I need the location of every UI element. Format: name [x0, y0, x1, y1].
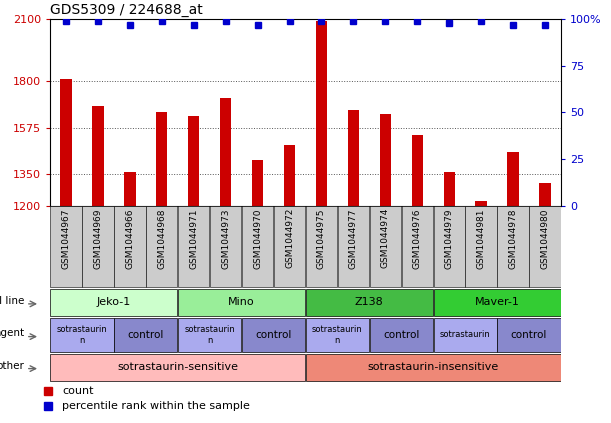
Bar — [306, 318, 369, 352]
Bar — [114, 206, 145, 287]
Text: GSM1044978: GSM1044978 — [508, 208, 518, 269]
Text: Jeko-1: Jeko-1 — [97, 297, 131, 308]
Text: other: other — [0, 361, 24, 371]
Bar — [507, 152, 519, 206]
Bar — [434, 289, 560, 316]
Text: control: control — [128, 330, 164, 340]
Bar — [178, 206, 210, 287]
Bar — [178, 289, 305, 316]
Text: sotrastaurin-sensitive: sotrastaurin-sensitive — [117, 362, 238, 372]
Text: GDS5309 / 224688_at: GDS5309 / 224688_at — [50, 3, 203, 16]
Bar — [306, 289, 433, 316]
Bar — [434, 206, 465, 287]
Bar — [242, 318, 305, 352]
Bar — [220, 98, 232, 206]
Bar — [412, 135, 423, 206]
Bar — [274, 206, 305, 287]
Bar — [156, 113, 167, 206]
Text: sotrastaurin
n: sotrastaurin n — [57, 325, 108, 344]
Bar — [51, 318, 114, 352]
Bar — [401, 206, 433, 287]
Bar — [348, 110, 359, 206]
Bar — [466, 206, 497, 287]
Bar — [146, 206, 177, 287]
Bar — [338, 206, 369, 287]
Bar — [242, 206, 273, 287]
Text: GSM1044976: GSM1044976 — [413, 208, 422, 269]
Bar — [51, 289, 177, 316]
Text: GSM1044974: GSM1044974 — [381, 208, 390, 269]
Text: sotrastaurin
n: sotrastaurin n — [185, 325, 235, 344]
Bar — [497, 318, 560, 352]
Bar — [306, 354, 560, 381]
Text: GSM1044967: GSM1044967 — [62, 208, 70, 269]
Text: GSM1044981: GSM1044981 — [477, 208, 486, 269]
Text: GSM1044977: GSM1044977 — [349, 208, 358, 269]
Bar — [284, 146, 295, 206]
Bar — [306, 206, 337, 287]
Bar — [379, 114, 391, 206]
Text: GSM1044970: GSM1044970 — [253, 208, 262, 269]
Bar — [540, 183, 551, 206]
Text: sotrastaurin
n: sotrastaurin n — [312, 325, 363, 344]
Bar — [188, 116, 199, 206]
Bar — [434, 318, 497, 352]
Text: GSM1044975: GSM1044975 — [317, 208, 326, 269]
Text: GSM1044968: GSM1044968 — [158, 208, 166, 269]
Bar — [60, 79, 71, 206]
Text: GSM1044979: GSM1044979 — [445, 208, 453, 269]
Text: percentile rank within the sample: percentile rank within the sample — [62, 401, 250, 411]
Text: Mino: Mino — [229, 297, 255, 308]
Text: cell line: cell line — [0, 296, 24, 306]
Text: GSM1044969: GSM1044969 — [93, 208, 103, 269]
Text: control: control — [383, 330, 420, 340]
Bar — [124, 173, 136, 206]
Text: control: control — [511, 330, 547, 340]
Bar — [475, 201, 487, 206]
Text: agent: agent — [0, 328, 24, 338]
Bar — [370, 318, 433, 352]
Bar — [444, 173, 455, 206]
Bar — [82, 206, 114, 287]
Bar — [51, 206, 82, 287]
Text: GSM1044972: GSM1044972 — [285, 208, 294, 269]
Bar — [178, 318, 241, 352]
Text: count: count — [62, 386, 93, 396]
Text: GSM1044971: GSM1044971 — [189, 208, 198, 269]
Bar — [92, 106, 104, 206]
Text: sotrastaurin-insensitive: sotrastaurin-insensitive — [368, 362, 499, 372]
Bar — [114, 318, 177, 352]
Bar — [210, 206, 241, 287]
Bar — [51, 354, 305, 381]
Bar — [529, 206, 560, 287]
Text: GSM1044966: GSM1044966 — [125, 208, 134, 269]
Text: Z138: Z138 — [355, 297, 384, 308]
Bar — [316, 21, 327, 206]
Text: Maver-1: Maver-1 — [475, 297, 519, 308]
Text: control: control — [255, 330, 292, 340]
Bar — [370, 206, 401, 287]
Text: GSM1044980: GSM1044980 — [541, 208, 549, 269]
Text: sotrastaurin: sotrastaurin — [440, 330, 491, 339]
Bar — [497, 206, 529, 287]
Bar — [252, 160, 263, 206]
Text: GSM1044973: GSM1044973 — [221, 208, 230, 269]
